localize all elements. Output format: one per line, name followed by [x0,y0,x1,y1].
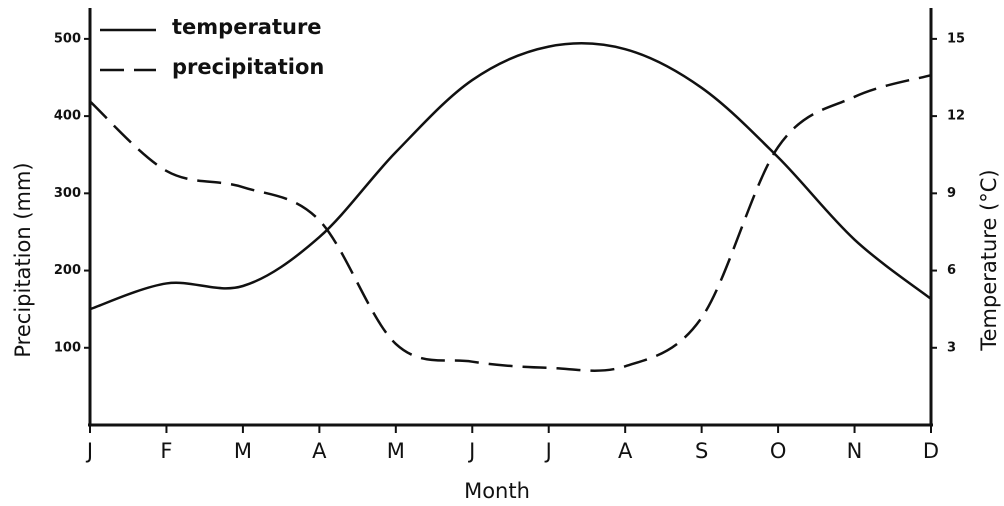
x-tick-label: J [85,439,93,463]
x-tick-label: M [387,439,405,463]
y2-tick-label: 12 [947,109,965,124]
x-tick-label: O [770,439,787,463]
line-series [89,73,932,372]
y2-tick-label: 15 [947,31,965,46]
x-tick-label: S [695,439,708,463]
legend-label: temperature [172,15,322,39]
y-tick-label: 100 [54,340,81,355]
x-tick-label: J [467,439,475,463]
y2-axis-label: Temperature (°C) [977,169,1001,351]
y-tick-label: 300 [54,186,81,201]
x-tick-label: J [544,439,552,463]
x-tick-label: D [923,439,939,463]
y-axis-label: Precipitation (mm) [11,162,35,357]
y-tick-label: 200 [54,263,81,278]
y2-tick-label: 9 [947,186,956,201]
x-tick-label: N [847,439,863,463]
x-axis-label: Month [464,479,530,503]
x-tick-label: A [312,439,327,463]
x-tick-label: F [160,439,172,463]
x-tick-label: M [234,439,252,463]
x-tick-label: A [618,439,633,463]
y2-tick-label: 3 [947,340,956,355]
legend-label: precipitation [172,55,324,79]
line-series [89,42,932,311]
y-tick-label: 400 [54,109,81,124]
y-tick-label: 500 [54,31,81,46]
y2-tick-label: 6 [947,263,956,278]
